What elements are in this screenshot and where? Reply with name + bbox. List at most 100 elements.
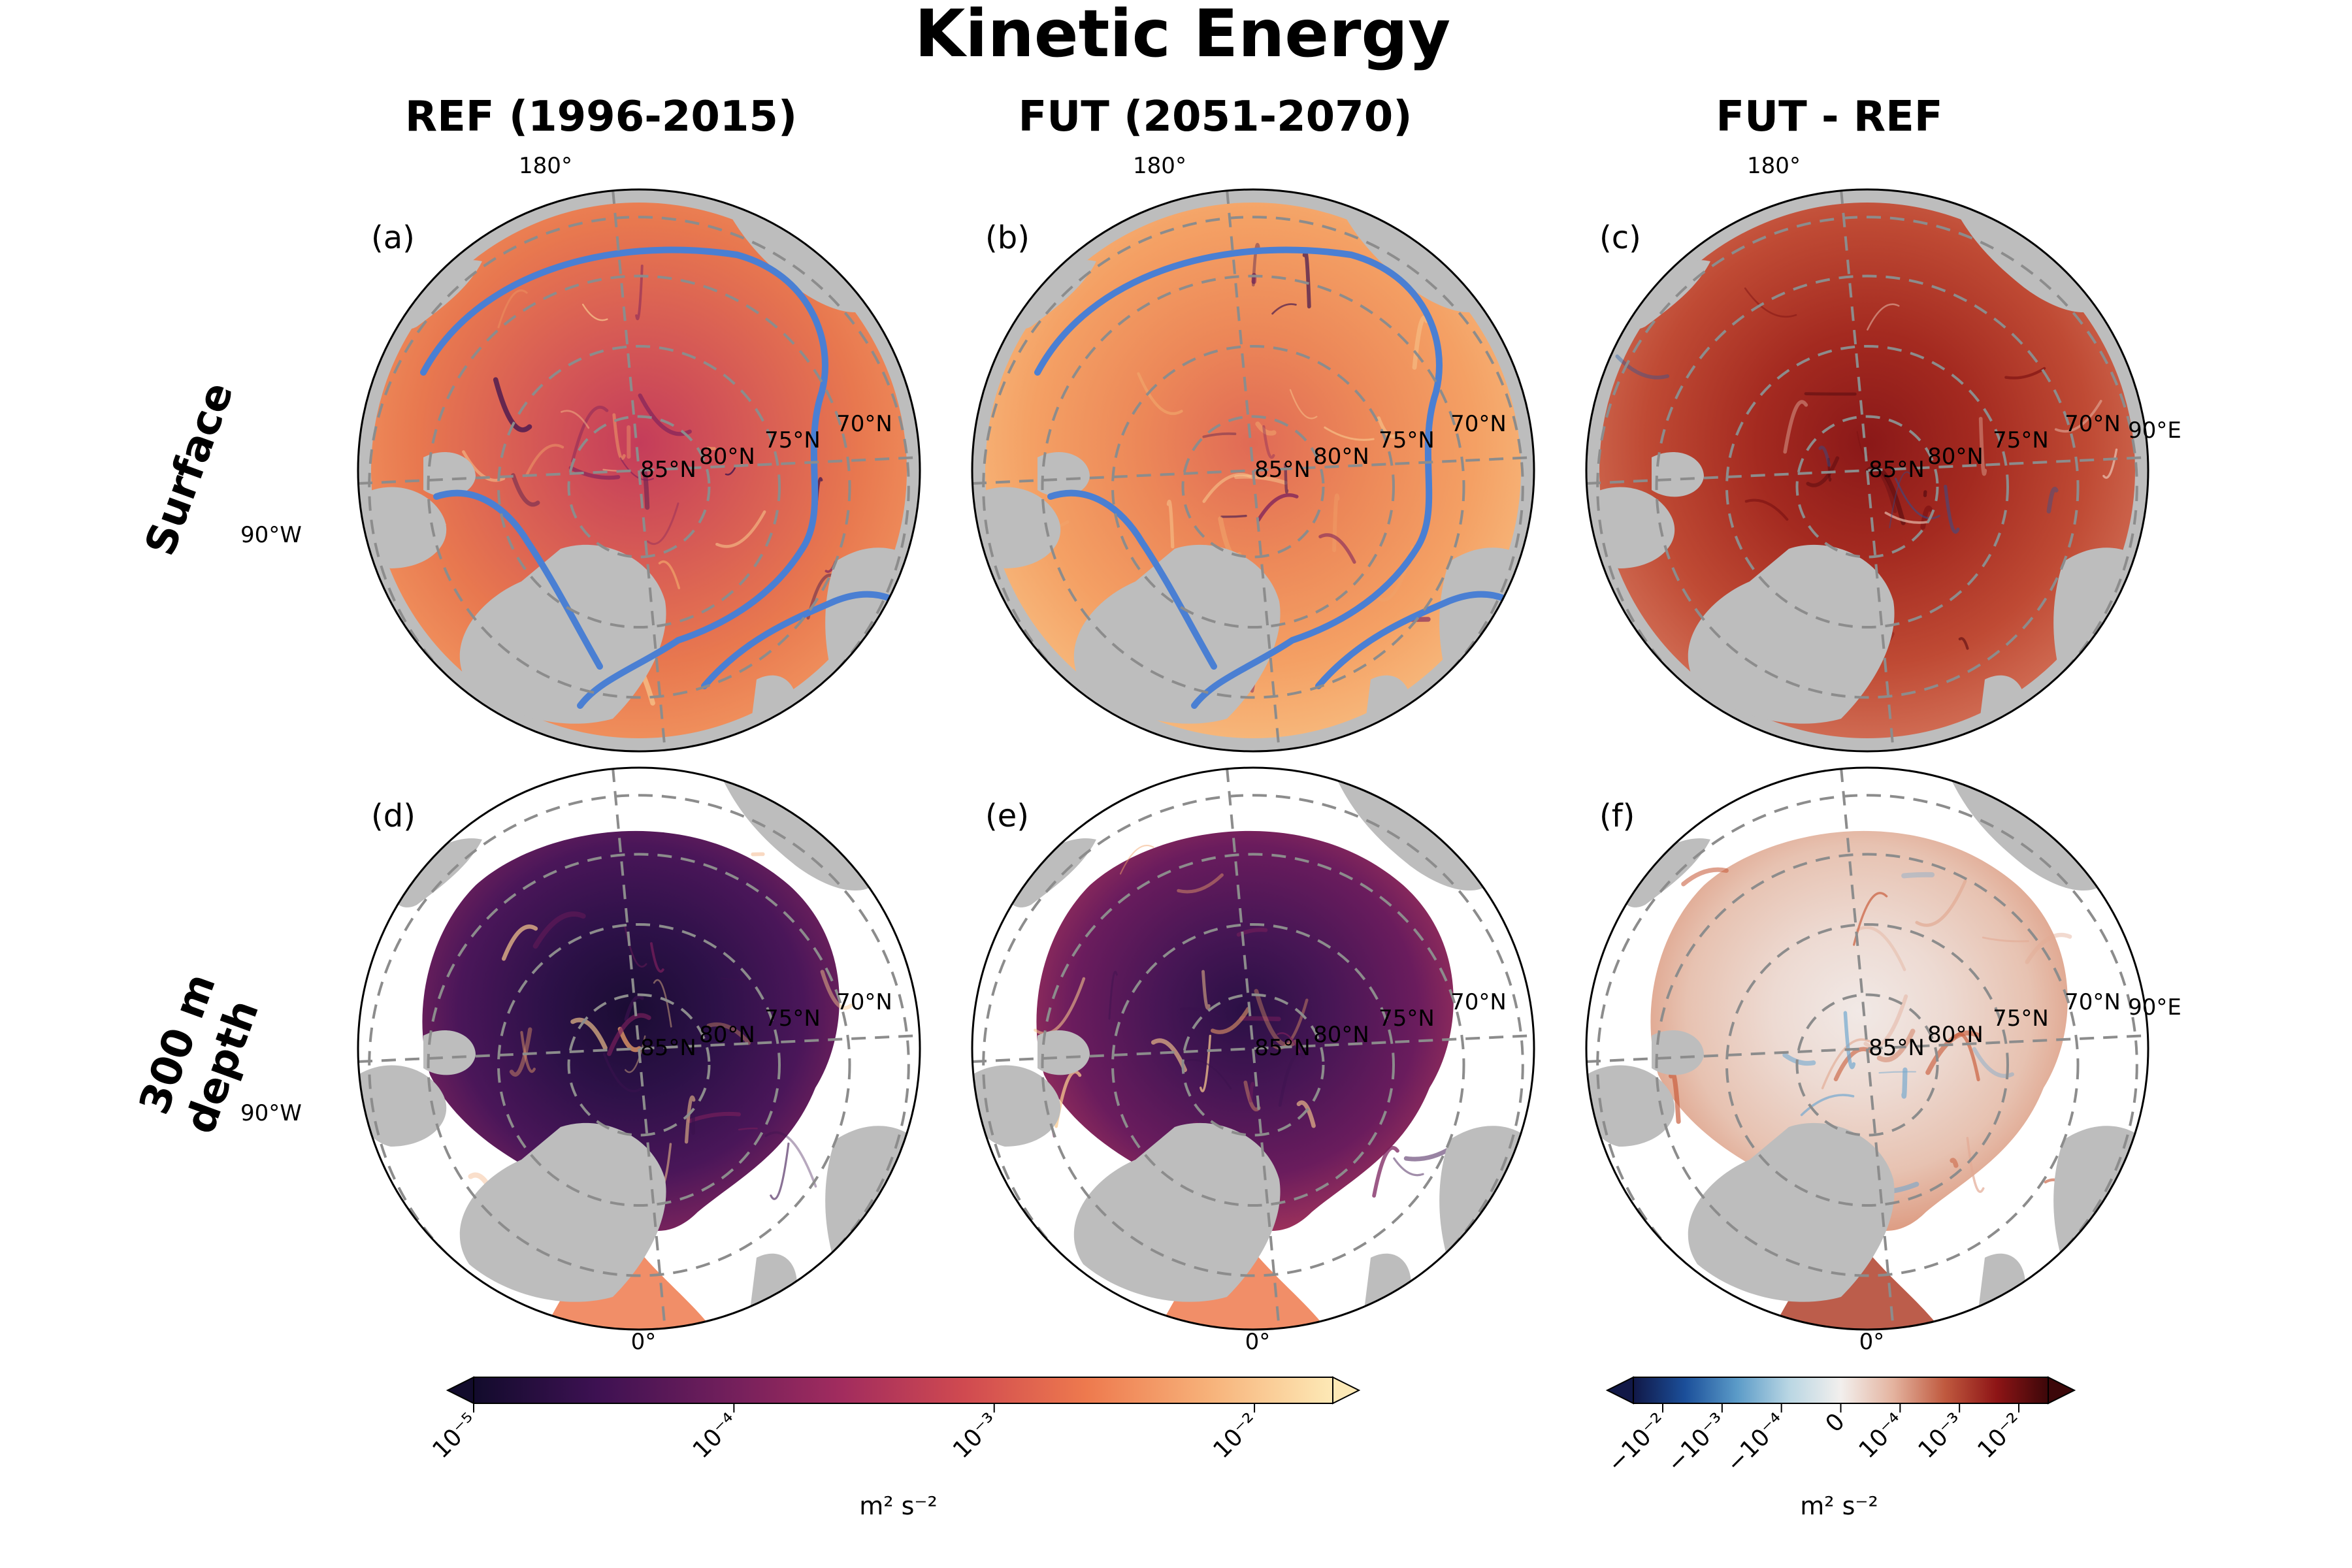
panel-b: (b) 85°N 80°N 75°N 70°N <box>971 188 1535 753</box>
panel-label: (b) <box>985 220 1030 256</box>
latitude-label: 75°N <box>1993 1005 2049 1032</box>
flow-streak <box>1108 970 1118 1020</box>
latitude-label: 80°N <box>1927 444 1984 470</box>
flow-streak <box>1177 873 1224 894</box>
flow-streak <box>1179 1007 1220 1018</box>
flow-streak <box>1876 1028 1916 1062</box>
flow-streak <box>1277 1032 1301 1054</box>
latitude-circle <box>982 216 1524 751</box>
longitude-label: 90°E <box>2128 417 2181 444</box>
latitude-label: 80°N <box>699 1022 755 1048</box>
flow-streak <box>607 1013 651 1056</box>
flow-streak <box>1249 1082 1255 1103</box>
colorbar-tick-label: 10⁻² <box>1972 1408 2028 1463</box>
colorbar-tick-label: −10⁻² <box>1603 1408 1672 1477</box>
flow-streak <box>525 444 564 478</box>
flow-streak <box>1166 499 1175 549</box>
latitude-label: 85°N <box>640 457 696 483</box>
flow-streak <box>1278 1052 1305 1107</box>
colorbar-tick-label: 10⁻⁴ <box>688 1408 743 1463</box>
colorbar-tick-label: 10⁻⁵ <box>427 1408 483 1463</box>
land-mass <box>2053 547 2148 719</box>
panel-label: (f) <box>1599 798 1635 834</box>
flow-streak <box>1254 988 1298 1047</box>
flow-streak <box>1034 977 1086 1036</box>
column-title-fut: FUT (2051-2070) <box>1019 93 1413 141</box>
map-border <box>1585 766 2149 1331</box>
flow-streak <box>1412 315 1429 370</box>
land-mass <box>423 1030 476 1075</box>
land-mass <box>1619 260 1710 329</box>
latitude-circle <box>368 794 910 1330</box>
flow-streak <box>2046 487 2059 514</box>
latitude-label: 70°N <box>1450 989 1507 1015</box>
latitude-label: 70°N <box>2065 989 2121 1015</box>
land-mass <box>391 260 482 329</box>
flow-streak <box>581 303 608 321</box>
panel-d: (d) 85°N 80°N 75°N 70°N <box>357 766 921 1331</box>
land-mass <box>1005 838 1096 907</box>
panel-label: (c) <box>1599 220 1641 256</box>
colorbar-tick-label: −10⁻⁴ <box>1722 1408 1791 1477</box>
flow-streak <box>1966 1137 1985 1193</box>
flow-streak <box>706 1022 751 1045</box>
land-mass <box>1073 1122 1281 1302</box>
ocean-field <box>1036 830 1454 1231</box>
longitude-label: 180° <box>1747 153 1801 179</box>
flow-streak <box>1744 498 1789 521</box>
latitude-label: 80°N <box>1313 1022 1369 1048</box>
colorbar-extend-low <box>446 1376 474 1405</box>
flow-streak <box>497 289 528 329</box>
map-border <box>1585 188 2149 753</box>
colorbar-tick-label: 0 <box>1821 1408 1850 1437</box>
flow-streak <box>602 1053 642 1092</box>
flow-streak <box>1915 879 1967 927</box>
flow-streak <box>1271 998 1309 1050</box>
latitude-label: 70°N <box>2065 411 2121 437</box>
land-mass <box>358 1065 447 1147</box>
flow-streak <box>649 942 664 973</box>
flow-streak <box>764 1131 817 1188</box>
flow-streak <box>561 410 590 429</box>
latitude-circle <box>1795 993 1939 1137</box>
flow-streak <box>619 457 654 481</box>
land-mass <box>1688 1122 1895 1302</box>
longitude-label: 0° <box>1859 1329 1885 1355</box>
flow-streak <box>1843 1011 1856 1070</box>
flow-streak <box>1978 416 1987 476</box>
flow-streak <box>1901 872 1935 879</box>
latitude-circle <box>1041 853 1465 1277</box>
flow-streak <box>1615 354 1670 380</box>
flow-streak <box>1982 936 2029 943</box>
latitude-circle <box>427 853 851 1277</box>
land-mass <box>972 1065 1061 1147</box>
flow-streak <box>1944 484 1960 534</box>
flow-streak <box>647 502 679 546</box>
graticule <box>1586 768 2148 1330</box>
latitude-circle <box>982 794 1524 1330</box>
latitude-label: 75°N <box>1379 427 1435 453</box>
colorbar-extend-high <box>2048 1376 2076 1405</box>
flow-streak <box>738 1127 758 1131</box>
flow-streak <box>624 995 644 1022</box>
land-mass <box>1331 189 1488 313</box>
latitude-label: 85°N <box>1869 1035 1925 1061</box>
flow-streak <box>684 1095 696 1144</box>
latitude-circle <box>1111 345 1395 629</box>
flow-streak <box>1865 465 1906 525</box>
flow-streak <box>725 467 736 476</box>
land-mass <box>1688 544 1895 724</box>
flow-streak <box>1236 928 1268 937</box>
map-panels: (a)85°N 80°N75°N70°N(b)85°N 80°N75°N70°N(c… <box>240 153 2181 1355</box>
colorbar-body <box>473 1377 1333 1404</box>
latitude-circle <box>567 993 711 1137</box>
land-mass <box>1005 260 1096 329</box>
colorbar-tick-label: 10⁻³ <box>1914 1408 1969 1463</box>
flow-streak <box>612 413 626 461</box>
flow-streak <box>2054 400 2102 433</box>
graticule <box>972 189 1534 751</box>
latitude-label: 75°N <box>764 427 821 453</box>
colorbar-tick-label: 10⁻⁴ <box>1854 1408 1910 1463</box>
map-border <box>357 188 921 753</box>
sea-ice-edge-contour <box>420 246 828 709</box>
